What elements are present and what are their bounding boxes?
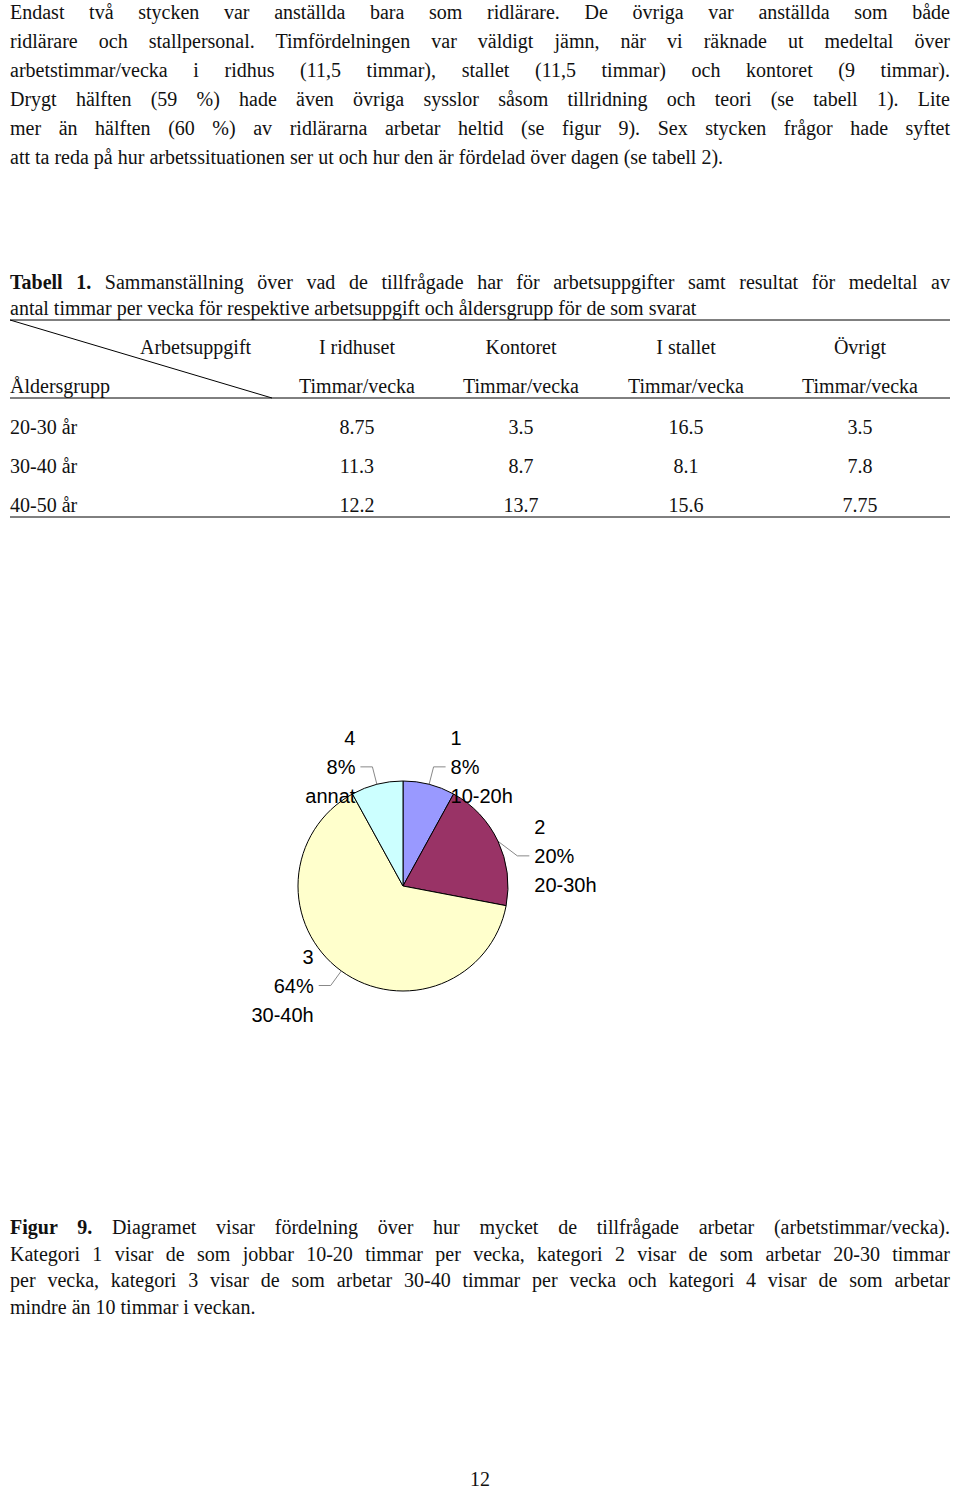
html-text:Timmar/vecka: Timmar/vecka <box>299 375 415 397</box>
html-text:7.8: 7.8 <box>847 455 873 477</box>
html-text:mindre än 10 timmar i veckan.: mindre än 10 timmar i veckan. <box>10 1295 256 1318</box>
html-text:Timmar/vecka: Timmar/vecka <box>802 375 918 397</box>
svg-text:64%: 64% <box>274 975 314 997</box>
html-text:Endast två stycken var anställ: Endast två stycken var anställda bara so… <box>10 1 950 23</box>
html-text:13.7: 13.7 <box>503 494 539 516</box>
svg-text:4: 4 <box>344 727 355 749</box>
html-text:8.7: 8.7 <box>508 455 534 477</box>
svg-text:2: 2 <box>534 816 545 838</box>
html-text:per vecka, kategori 3 visar de: per vecka, kategori 3 visar de som arbet… <box>10 1269 950 1291</box>
html-text:7.75: 7.75 <box>842 494 878 516</box>
html-text:antal timmar per vecka för res: antal timmar per vecka för respektive ar… <box>10 297 697 319</box>
html-text:11.3: 11.3 <box>339 455 375 477</box>
html-text:15.6: 15.6 <box>668 494 704 516</box>
html-text:Drygt hälften (59 %) hade även: Drygt hälften (59 %) hade även övriga sy… <box>10 88 950 110</box>
html-text:Kontoret: Kontoret <box>485 336 557 358</box>
html-text:30-40 år: 30-40 år <box>10 455 78 477</box>
html-text:Timmar/vecka: Timmar/vecka <box>463 375 579 397</box>
html-text:20-30 år: 20-30 år <box>10 416 78 438</box>
svg-text:annat: annat <box>305 785 355 807</box>
html-text:Tabell 1. Sammanställning över: Tabell 1. Sammanställning över vad de ti… <box>10 271 950 293</box>
svg-text:20%: 20% <box>534 845 574 867</box>
html-text:Timmar/vecka: Timmar/vecka <box>628 375 744 397</box>
html-text:12.2: 12.2 <box>339 494 375 516</box>
html-text:I ridhuset: I ridhuset <box>319 336 395 358</box>
svg-text:20-30h: 20-30h <box>534 874 596 896</box>
html-text:16.5: 16.5 <box>668 416 704 438</box>
svg-text:10-20h: 10-20h <box>451 785 513 807</box>
html-text:8.1: 8.1 <box>673 455 699 477</box>
svg-text:8%: 8% <box>451 756 480 778</box>
html-text:8.75: 8.75 <box>339 416 375 438</box>
html-text:40-50 år: 40-50 år <box>10 494 78 516</box>
html-text:12: 12 <box>470 1468 490 1489</box>
svg-text:1: 1 <box>451 727 462 749</box>
html-text:I stallet: I stallet <box>656 336 716 358</box>
html-text:3.5: 3.5 <box>847 416 873 438</box>
html-text:Arbetsuppgift: Arbetsuppgift <box>140 336 252 358</box>
svg-text:3: 3 <box>303 946 314 968</box>
html-text:Åldersgrupp: Åldersgrupp <box>10 375 110 397</box>
html-text:mer än hälften (60 %) av ridlä: mer än hälften (60 %) av ridlärarna arbe… <box>10 117 950 139</box>
html-text:3.5: 3.5 <box>508 416 534 438</box>
html-text:Figur 9. Diagramet visar förde: Figur 9. Diagramet visar fördelning över… <box>10 1216 950 1238</box>
html-text:ridlärare och stallpersonal. T: ridlärare och stallpersonal. Timfördelni… <box>10 30 950 52</box>
svg-text:8%: 8% <box>327 756 356 778</box>
svg-text:30-40h: 30-40h <box>251 1004 313 1026</box>
html-text:att ta reda på hur arbetssitua: att ta reda på hur arbetssituationen ser… <box>10 146 723 168</box>
html-text:Kategori 1 visar de som jobbar: Kategori 1 visar de som jobbar 10-20 tim… <box>10 1242 950 1265</box>
html-text:Övrigt: Övrigt <box>833 336 887 358</box>
html-text:arbetstimmar/vecka i ridhus (1: arbetstimmar/vecka i ridhus (11,5 timmar… <box>10 59 950 81</box>
